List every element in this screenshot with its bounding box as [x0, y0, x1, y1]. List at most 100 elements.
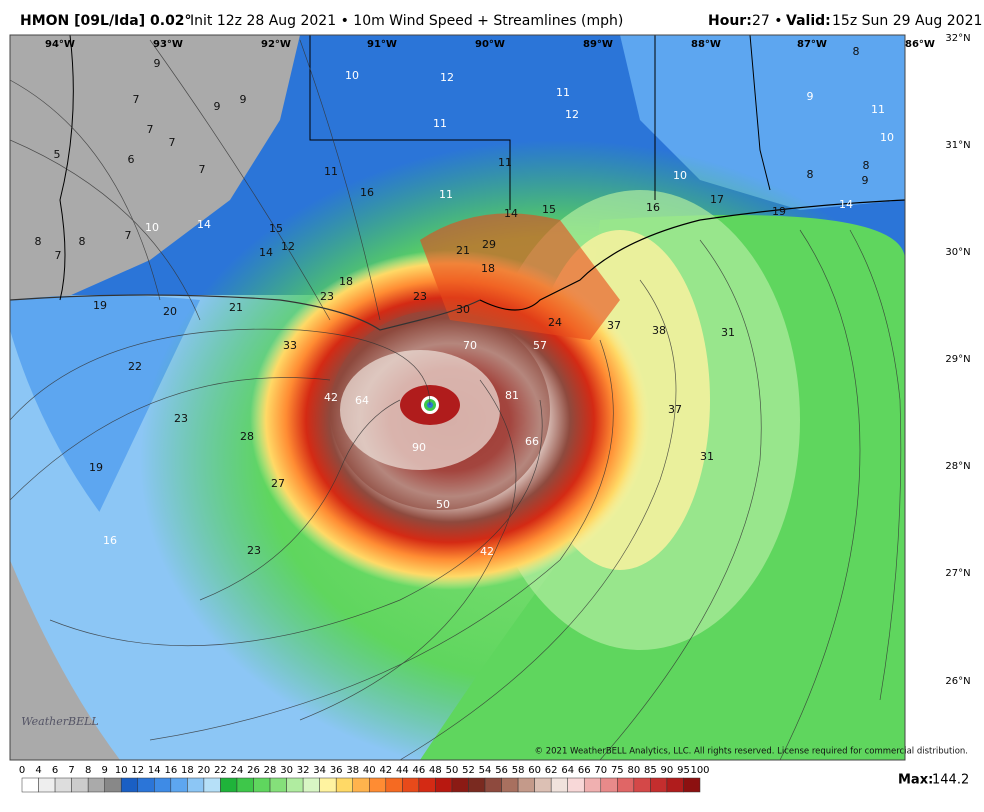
latitude-label: 27°N: [945, 568, 970, 579]
hour-value: 27 •: [752, 13, 783, 29]
colorbar-swatch: [501, 777, 519, 793]
colorbar-swatch: [154, 777, 172, 793]
colorbar-swatch: [203, 777, 221, 793]
colorbar-swatch: [385, 777, 403, 793]
wind-label: 5: [54, 148, 61, 161]
wind-label: 7: [147, 123, 154, 136]
wind-label: 11: [556, 86, 570, 99]
wind-label: 30: [456, 303, 470, 316]
wind-label: 31: [721, 326, 735, 339]
wind-label: 14: [839, 198, 853, 211]
wind-label: 8: [807, 168, 814, 181]
wind-label: 15: [542, 203, 556, 216]
colorbar-tick-label: 85: [644, 765, 657, 776]
colorbar-swatch: [170, 777, 188, 793]
wind-label: 21: [456, 244, 470, 257]
wind-label: 9: [862, 174, 869, 187]
wind-label: 16: [103, 534, 117, 547]
colorbar-swatch: [484, 777, 502, 793]
longitude-label: 94°W: [45, 39, 75, 50]
wind-label: 18: [481, 262, 495, 275]
map-frame: [9, 34, 906, 761]
latitude-label: 26°N: [945, 676, 970, 687]
wind-label: 27: [271, 477, 285, 490]
wind-label: 66: [525, 435, 539, 448]
latitude-label: 31°N: [945, 140, 970, 151]
colorbar-tick-label: 18: [181, 765, 194, 776]
longitude-label: 86°W: [905, 39, 935, 50]
colorbar-swatch: [120, 777, 139, 793]
colorbar-swatch: [617, 777, 635, 793]
colorbar-tick-label: 16: [164, 765, 177, 776]
wind-label: 6: [128, 153, 135, 166]
colorbar-tick-label: 70: [594, 765, 607, 776]
colorbar-swatch: [104, 777, 122, 793]
max-label: Max:: [898, 773, 933, 788]
wind-label: 50: [436, 498, 450, 511]
longitude-label: 91°W: [367, 39, 397, 50]
wind-label: 7: [169, 136, 176, 149]
wind-label: 33: [283, 339, 297, 352]
colorbar-tick-label: 52: [462, 765, 475, 776]
colorbar-swatch: [567, 777, 585, 793]
wind-label: 38: [652, 324, 666, 337]
colorbar-swatch: [683, 777, 701, 793]
hour-label: Hour:: [708, 13, 752, 29]
wind-label: 7: [133, 93, 140, 106]
colorbar-swatch: [302, 777, 320, 793]
wind-label: 11: [871, 103, 885, 116]
wind-label: 28: [240, 430, 254, 443]
colorbar-swatch: [319, 777, 337, 793]
map: [10, 35, 905, 760]
wind-label: 12: [440, 71, 454, 84]
colorbar-tick-label: 90: [661, 765, 674, 776]
colorbar-tick-label: 46: [413, 765, 426, 776]
longitude-label: 89°W: [583, 39, 613, 50]
colorbar-swatch: [187, 777, 205, 793]
colorbar-tick-label: 40: [363, 765, 376, 776]
colorbar-swatch: [220, 777, 238, 793]
colorbar-tick-label: 38: [346, 765, 359, 776]
wind-label: 37: [668, 403, 682, 416]
colorbar-swatch: [402, 777, 420, 793]
wind-label: 10: [880, 131, 894, 144]
colorbar-tick-label: 8: [85, 765, 91, 776]
valid-value: 15z Sun 29 Aug 2021: [832, 13, 982, 29]
model-title: HMON [09L/Ida] 0.02°: [20, 13, 192, 29]
latitude-label: 29°N: [945, 354, 970, 365]
colorbar-tick-label: 42: [379, 765, 392, 776]
wind-label: 24: [548, 316, 562, 329]
colorbar-tick-label: 54: [479, 765, 492, 776]
colorbar-tick-label: 7: [68, 765, 74, 776]
valid-label: Valid:: [786, 13, 831, 29]
colorbar-tick-label: 58: [512, 765, 525, 776]
wind-label: 19: [772, 205, 786, 218]
colorbar-swatch: [534, 777, 552, 793]
wind-label: 42: [324, 391, 338, 404]
wind-label: 10: [145, 221, 159, 234]
copyright: © 2021 WeatherBELL Analytics, LLC. All r…: [535, 747, 968, 757]
wind-label: 29: [482, 238, 496, 251]
wind-label: 57: [533, 339, 547, 352]
wind-label: 37: [607, 319, 621, 332]
colorbar-tick-label: 30: [280, 765, 293, 776]
colorbar-swatch: [583, 777, 602, 793]
colorbar-tick-label: 22: [214, 765, 227, 776]
colorbar-swatch: [21, 777, 39, 793]
colorbar-swatch: [38, 777, 56, 793]
wind-label: 9: [807, 90, 814, 103]
colorbar-swatch: [517, 777, 535, 793]
wind-label: 20: [163, 305, 177, 318]
wind-label: 8: [853, 45, 860, 58]
colorbar-tick-label: 100: [690, 765, 709, 776]
colorbar-swatch: [633, 777, 651, 793]
colorbar-tick-label: 44: [396, 765, 409, 776]
colorbar-tick-label: 12: [131, 765, 144, 776]
colorbar-tick-label: 64: [561, 765, 574, 776]
colorbar-swatch: [87, 777, 105, 793]
latitude-label: 28°N: [945, 461, 970, 472]
colorbar-swatch: [335, 777, 353, 793]
colorbar-swatch: [352, 777, 370, 793]
colorbar-tick-label: 6: [52, 765, 58, 776]
longitude-label: 90°W: [475, 39, 505, 50]
